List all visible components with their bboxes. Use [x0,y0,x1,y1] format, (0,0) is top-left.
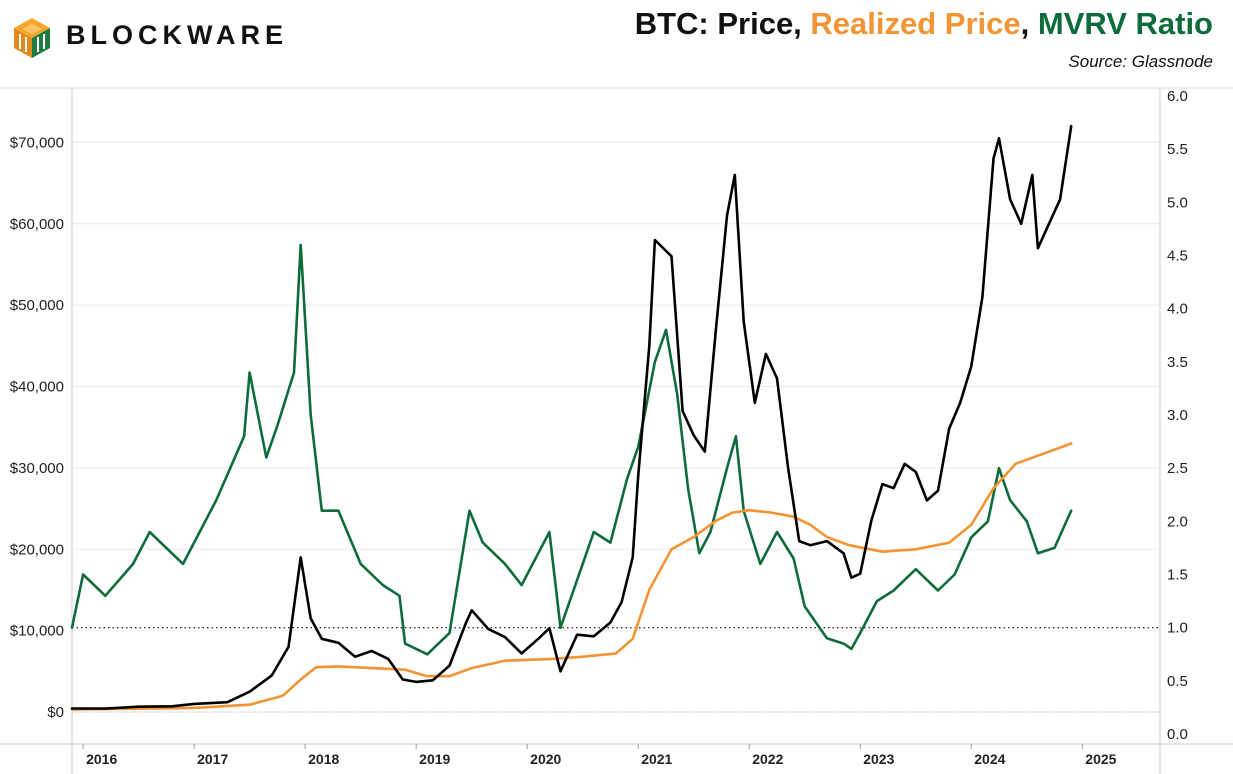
y-tick-right-5: 2.5 [1167,460,1188,477]
x-tick-9: 2025 [1085,751,1116,767]
y-tick-right-11: 5.5 [1167,141,1188,158]
x-axis: 2016 2017 2018 2019 2020 2021 2022 2023 2024 2025 [82,744,1117,767]
chart-frame [0,87,1233,774]
y-axis-left: $0 $10,000 $20,000 $30,000 $40,000 $50,000 $60… [10,134,64,721]
y-axis-right: 0.0 0.5 1.0 1.5 2.0 2.5 3.0 3.5 4.0 4.5 5.0 5.5 6.0 [1167,88,1188,743]
x-tick-8: 2024 [974,751,1005,767]
x-tick-6: 2022 [752,751,783,767]
x-tick-2: 2018 [308,751,339,767]
blockware-logo-icon [14,18,50,58]
y-tick-right-7: 3.5 [1167,354,1188,371]
y-tick-left-7: $70,000 [10,134,64,151]
series-line-mvrv-ratio [70,243,1073,656]
series-line-realized-price [70,442,1073,711]
title-mvrv-ratio: MVRV Ratio [1037,6,1213,41]
gridlines [72,141,1160,713]
x-tick-5: 2021 [641,751,672,767]
title-separator: , [1020,6,1038,41]
y-tick-left-3: $30,000 [10,460,64,477]
y-tick-left-2: $20,000 [10,541,64,558]
x-tick-1: 2017 [197,751,228,767]
y-tick-left-0: $0 [47,704,64,721]
chart-title: BTC: Price, Realized Price, MVRV Ratio [635,6,1213,42]
title-realized-price: Realized Price [810,6,1021,41]
y-tick-left-6: $60,000 [10,216,64,233]
brand-name: BLOCKWARE [66,20,288,50]
y-tick-right-2: 1.0 [1167,620,1188,637]
y-tick-right-6: 3.0 [1167,407,1188,424]
y-tick-left-1: $10,000 [10,623,64,640]
y-tick-right-3: 1.5 [1167,567,1188,584]
y-tick-left-5: $50,000 [10,297,64,314]
y-tick-right-10: 5.0 [1167,194,1188,211]
y-tick-right-8: 4.0 [1167,301,1188,318]
y-tick-right-0: 0.0 [1167,726,1188,743]
x-tick-0: 2016 [86,751,117,767]
chart-header: BLOCKWARE BTC: Price, Realized Price, MV… [0,0,1233,88]
x-tick-4: 2020 [530,751,561,767]
title-price: BTC: Price, [634,6,811,41]
series-line-price [70,124,1073,710]
series-lines [70,124,1073,711]
x-tick-3: 2019 [419,751,450,767]
y-tick-right-12: 6.0 [1167,88,1188,105]
chart-source: Source: Glassnode [1068,52,1213,71]
y-tick-right-9: 4.5 [1167,248,1188,265]
y-tick-left-4: $40,000 [10,379,64,396]
y-tick-right-1: 0.5 [1167,673,1188,690]
y-tick-right-4: 2.0 [1167,513,1188,530]
x-tick-7: 2023 [863,751,894,767]
